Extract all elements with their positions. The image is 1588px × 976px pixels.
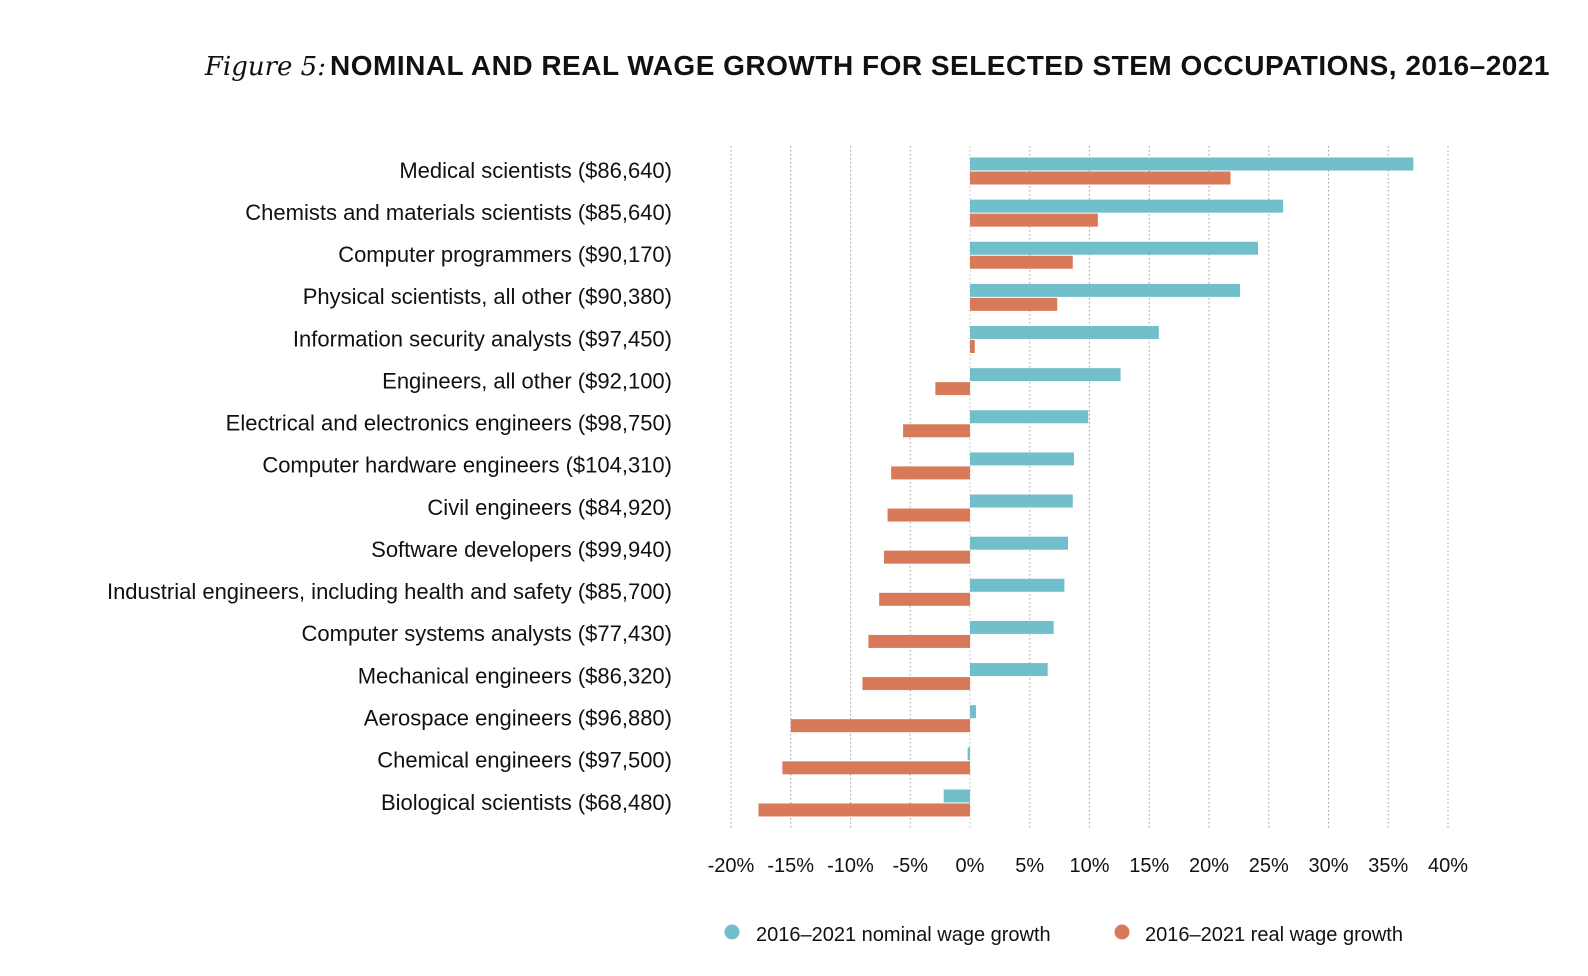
bar-nominal <box>970 410 1089 424</box>
bar-real <box>970 255 1073 269</box>
x-tick-label: -5% <box>892 855 928 877</box>
x-tick-labels: -20% -15% -10% -5% 0% 5% 10% 15% 20% 25% 30% 35% 40% <box>708 855 1469 877</box>
x-tick-label: 15% <box>1129 855 1169 877</box>
category-label: Computer programmers ($90,170) <box>338 242 672 267</box>
category-label: Biological scientists ($68,480) <box>381 790 672 815</box>
figure-label: Figure 5: <box>204 52 326 82</box>
bar-nominal <box>970 157 1414 171</box>
category-label: Mechanical engineers ($86,320) <box>358 663 672 688</box>
category-label: Computer hardware engineers ($104,310) <box>262 453 672 478</box>
bar-real <box>879 592 970 606</box>
category-label: Civil engineers ($84,920) <box>427 495 672 520</box>
bar-real <box>758 803 970 817</box>
bar-real <box>862 677 970 691</box>
bar-nominal <box>970 199 1284 213</box>
x-tick-label: -20% <box>708 855 755 877</box>
bar-nominal <box>943 789 970 803</box>
x-tick-label: -15% <box>767 855 814 877</box>
bar-nominal <box>970 663 1048 677</box>
bar-nominal <box>970 368 1121 382</box>
chart-title: Figure 5: NOMINAL AND REAL WAGE GROWTH F… <box>0 50 1550 82</box>
category-label: Engineers, all other ($92,100) <box>382 368 672 393</box>
bar-nominal <box>970 578 1065 592</box>
x-tick-label: 35% <box>1368 855 1408 877</box>
bar-nominal <box>970 536 1068 550</box>
bar-real <box>868 634 970 648</box>
bar-real <box>970 171 1231 185</box>
x-tick-label: 0% <box>956 855 985 877</box>
x-tick-label: 20% <box>1189 855 1229 877</box>
x-tick-label: 30% <box>1308 855 1348 877</box>
category-label: Information security analysts ($97,450) <box>293 326 672 351</box>
x-tick-label: 40% <box>1428 855 1468 877</box>
bar-nominal <box>967 747 970 761</box>
category-label: Industrial engineers, including health a… <box>107 579 672 604</box>
legend: 2016–2021 nominal wage growth 2016–2021 r… <box>724 924 1403 946</box>
bar-nominal <box>970 241 1258 255</box>
x-tick-label: -10% <box>827 855 874 877</box>
bar-nominal <box>970 705 976 719</box>
legend-swatch <box>724 924 740 940</box>
x-tick-label: 5% <box>1015 855 1044 877</box>
bar-nominal <box>970 494 1073 508</box>
bar-real <box>891 466 970 480</box>
category-label: Computer systems analysts ($77,430) <box>302 621 673 646</box>
x-tick-label: 10% <box>1069 855 1109 877</box>
bar-real <box>970 213 1098 227</box>
bars <box>758 157 1414 817</box>
x-tick-label: 25% <box>1249 855 1289 877</box>
bar-real <box>887 508 970 522</box>
legend-label: 2016–2021 nominal wage growth <box>756 924 1051 946</box>
category-label: Chemical engineers ($97,500) <box>377 748 672 773</box>
category-label: Software developers ($99,940) <box>371 537 672 562</box>
legend-label: 2016–2021 real wage growth <box>1145 924 1403 946</box>
category-label: Aerospace engineers ($96,880) <box>364 706 672 731</box>
category-label: Medical scientists ($86,640) <box>399 158 672 183</box>
bar-real <box>883 550 970 564</box>
bar-real <box>970 297 1058 311</box>
bar-real <box>970 340 975 354</box>
legend-swatch <box>1114 924 1130 940</box>
category-label: Electrical and electronics engineers ($9… <box>226 411 672 436</box>
category-labels: Medical scientists ($86,640) Chemists and… <box>107 158 672 815</box>
bar-nominal <box>970 326 1159 340</box>
bar-nominal <box>970 283 1241 297</box>
category-label: Chemists and materials scientists ($85,6… <box>245 200 672 225</box>
figure-title: NOMINAL AND REAL WAGE GROWTH FOR SELECTE… <box>330 50 1550 81</box>
category-label: Physical scientists, all other ($90,380) <box>303 284 672 309</box>
bar-real <box>790 719 970 733</box>
bar-real <box>782 761 970 775</box>
bar-nominal <box>970 452 1074 466</box>
bar-real <box>935 382 970 396</box>
bar-real <box>903 424 970 438</box>
bar-nominal <box>970 620 1054 634</box>
